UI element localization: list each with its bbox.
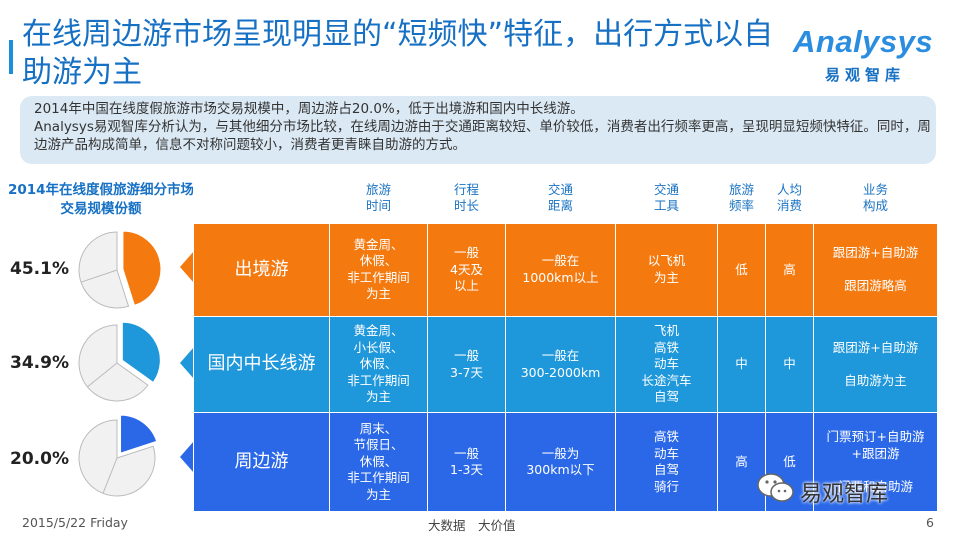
table-cell: 跟团游+自助游 跟团游略高 bbox=[813, 222, 938, 317]
header-distance: 交通 距离 bbox=[505, 174, 616, 224]
analysys-logo: Analysys 易观智库 bbox=[793, 24, 943, 84]
share-label-outbound: 45.1% bbox=[10, 259, 69, 279]
share-chart-title: 2014年在线度假旅游细分市场交易规模份额 bbox=[7, 182, 195, 217]
table-row-nearby: 周边游 周末、 节假日、 休假、 非工作期间 为主 一般 1-3天 一般为 30… bbox=[193, 412, 938, 512]
title-accent-bar bbox=[9, 40, 13, 74]
pie-remainder-slice bbox=[78, 231, 130, 309]
table-cell: 一般为 300km以下 bbox=[505, 412, 616, 512]
table-row-domestic: 国内中长线游 黄金周、 小长假、 休假、 非工作期间 为主 一般 3-7天 一般… bbox=[193, 316, 938, 413]
pie-outbound bbox=[78, 230, 162, 309]
pie-nearby bbox=[78, 414, 158, 497]
header-spend: 人均 消费 bbox=[765, 174, 814, 224]
wechat-label: 易观智库 bbox=[800, 482, 889, 507]
header-duration: 行程 时长 bbox=[427, 174, 506, 224]
table-cell: 高 bbox=[765, 222, 814, 317]
comparison-table: 旅游 时间 行程 时长 交通 距离 交通 工具 旅游 频率 人均 消费 业务 构… bbox=[193, 174, 938, 512]
summary-box: 2014年中国在线度假旅游市场交易规模中，周边游占20.0%，低于出境游和国内中… bbox=[20, 96, 936, 164]
row-name-domestic: 国内中长线游 bbox=[193, 316, 330, 413]
table-cell: 一般 4天及 以上 bbox=[427, 222, 506, 317]
table-cell: 低 bbox=[717, 222, 766, 317]
table-cell: 高 bbox=[717, 412, 766, 512]
share-label-nearby: 20.0% bbox=[10, 449, 69, 469]
table-cell: 飞机 高铁 动车 长途汽车 自驾 bbox=[615, 316, 718, 413]
footer-slogan: 大数据 大价值 bbox=[428, 518, 516, 533]
header-transport: 交通 工具 bbox=[615, 174, 718, 224]
table-header-row: 旅游 时间 行程 时长 交通 距离 交通 工具 旅游 频率 人均 消费 业务 构… bbox=[193, 174, 938, 224]
page-title: 在线周边游市场呈现明显的“短频快”特征，出行方式以自助游为主 bbox=[22, 17, 774, 90]
header-frequency: 旅游 频率 bbox=[717, 174, 766, 224]
table-cell: 中 bbox=[765, 316, 814, 413]
table-cell: 高铁 动车 自驾 骑行 bbox=[615, 412, 718, 512]
pointer-nearby bbox=[180, 441, 194, 473]
table-cell: 门票预订+自助游 +跟团游 门票和自助游 bbox=[813, 412, 938, 512]
pie-highlight-slice bbox=[120, 414, 158, 454]
wechat-watermark: 易观智库 bbox=[756, 470, 946, 510]
table-cell: 跟团游+自助游 自助游为主 bbox=[813, 316, 938, 413]
table-cell: 周末、 节假日、 休假、 非工作期间 为主 bbox=[329, 412, 428, 512]
logo-wordmark: Analysys bbox=[793, 24, 934, 59]
footer-date: 2015/5/22 Friday bbox=[22, 515, 128, 530]
table-cell: 一般在 300-2000km bbox=[505, 316, 616, 413]
pie-divider-line bbox=[87, 362, 118, 388]
table-row-outbound: 出境游 黄金周、 休假、 非工作期间 为主 一般 4天及 以上 一般在 1000… bbox=[193, 222, 938, 317]
pie-highlight-slice bbox=[121, 321, 161, 384]
header-business: 业务 构成 bbox=[813, 174, 938, 224]
table-cell: 中 bbox=[717, 316, 766, 413]
table-cell: 一般在 1000km以上 bbox=[505, 222, 616, 317]
logo-chinese-name: 易观智库 bbox=[825, 66, 906, 84]
pointer-outbound bbox=[180, 251, 194, 283]
summary-line-2: Analysys易观智库分析认为，与其他细分市场比较，在线周边游由于交通距离较短… bbox=[34, 119, 931, 153]
header-travel-time: 旅游 时间 bbox=[329, 174, 428, 224]
pie-highlight-slice bbox=[122, 230, 162, 306]
wechat-icon bbox=[757, 473, 794, 502]
page-number: 6 bbox=[926, 515, 934, 530]
pie-divider-line bbox=[102, 457, 118, 494]
table-cell: 以飞机 为主 bbox=[615, 222, 718, 317]
table-cell: 黄金周、 休假、 非工作期间 为主 bbox=[329, 222, 428, 317]
pointer-domestic bbox=[180, 347, 194, 379]
share-label-domestic: 34.9% bbox=[10, 353, 69, 373]
pie-domestic bbox=[78, 321, 161, 402]
row-name-outbound: 出境游 bbox=[193, 222, 330, 317]
pie-remainder-slice bbox=[78, 419, 156, 497]
pie-remainder-slice bbox=[78, 324, 149, 402]
summary-line-1: 2014年中国在线度假旅游市场交易规模中，周边游占20.0%，低于出境游和国内中… bbox=[34, 101, 584, 117]
table-cell: 一般 3-7天 bbox=[427, 316, 506, 413]
table-cell: 一般 1-3天 bbox=[427, 412, 506, 512]
pie-divider-line bbox=[80, 269, 118, 283]
table-cell: 黄金周、 小长假、 休假、 非工作期间 为主 bbox=[329, 316, 428, 413]
row-name-nearby: 周边游 bbox=[193, 412, 330, 512]
header-blank bbox=[193, 174, 330, 224]
